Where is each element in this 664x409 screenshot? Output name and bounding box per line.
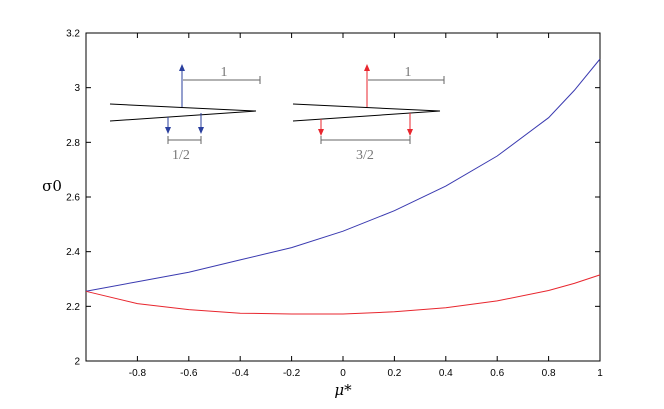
inset-2-down-arrowhead-left: [318, 129, 324, 136]
y-tick-label: 2.8: [66, 138, 80, 149]
inset-1-sublabel: 1/2: [172, 148, 190, 163]
inset-1-blade-lower: [109, 110, 257, 122]
x-tick-label: 0.4: [439, 368, 453, 379]
y-tick-label: 2.4: [66, 247, 80, 258]
inset-1-down-arrowhead-right: [198, 127, 204, 134]
series-layer: [85, 58, 601, 315]
y-tick-label: 2.2: [66, 302, 80, 313]
y-tick-label: 2.6: [66, 193, 80, 204]
x-tick-label: 0.6: [490, 368, 504, 379]
x-tick-label: 0.2: [387, 368, 401, 379]
y-axis-label: σ0: [42, 177, 62, 195]
inset-2-label: 1: [405, 65, 412, 80]
y-tick-label: 3.2: [66, 29, 80, 40]
inset-diagram-1: 1 1/2: [109, 64, 261, 163]
x-tick-label: 0.8: [542, 368, 556, 379]
inset-2-up-arrowhead: [364, 64, 370, 71]
ticks-layer: -0.8 -0.6 -0.4 -0.2 0 0.2 0.4 0.6 0.8 1 2 2.2 2.4 2.6…: [66, 29, 603, 380]
y-tick-label: 3: [74, 83, 80, 94]
inset-2-blade-upper: [292, 103, 441, 112]
x-tick-label: -0.8: [129, 368, 147, 379]
inset-1-blade-upper: [109, 103, 257, 112]
y-tick-label: 2: [74, 357, 80, 368]
x-tick-label: -0.4: [232, 368, 250, 379]
inset-1-up-arrowhead: [179, 64, 185, 71]
inset-1-label: 1: [221, 65, 228, 80]
plot-area: [85, 32, 601, 362]
x-axis-label: μ*: [334, 381, 352, 399]
x-tick-label: 1: [597, 368, 603, 379]
x-tick-label: 0: [340, 368, 346, 379]
inset-1-down-arrowhead-left: [165, 127, 171, 134]
inset-2-down-arrowhead-right: [407, 129, 413, 136]
inset-2-sublabel: 3/2: [356, 148, 374, 163]
series-line-2: [85, 274, 601, 315]
inset-2-blade-lower: [292, 110, 441, 122]
x-tick-label: -0.2: [283, 368, 301, 379]
inset-diagram-2: 1 3/2: [292, 64, 445, 163]
x-tick-label: -0.6: [180, 368, 198, 379]
series-line-1: [85, 58, 601, 292]
